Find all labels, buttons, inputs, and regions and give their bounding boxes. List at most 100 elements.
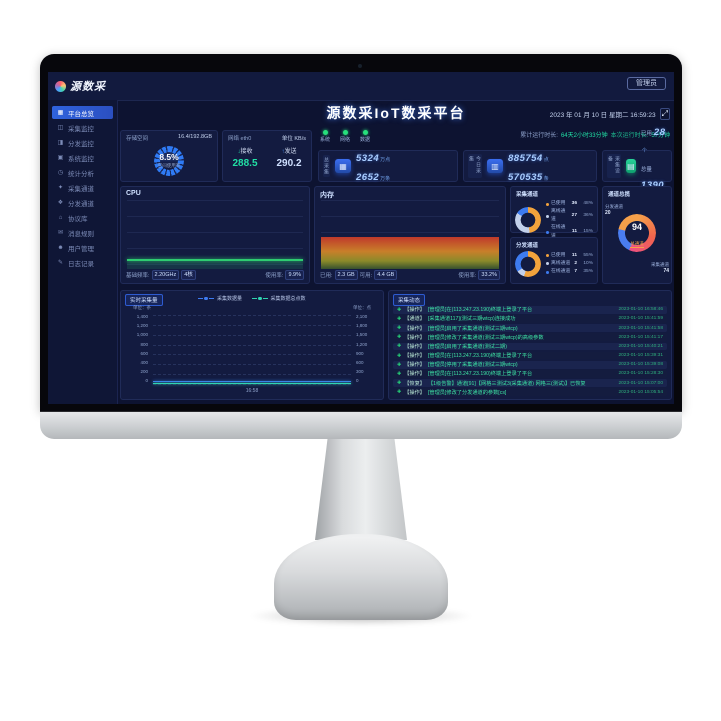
total-collect-tag: 总采集 (323, 155, 330, 177)
plus-icon: ✚ (397, 380, 402, 387)
recv-value: 288.5 (232, 158, 258, 169)
plus-icon: ✚ (397, 370, 402, 377)
sidebar-item-label: 采集监控 (68, 125, 94, 133)
protocol-lib-icon: ⌂ (58, 214, 63, 221)
cpu-cores-chip: 4核 (181, 269, 196, 280)
sidebar-item-label: 分发监控 (68, 140, 94, 148)
datetime-wrap: 2023 年 01 月 10 日 星期二 16:59:23 ⤢ (550, 108, 670, 120)
status-dot-network: 网络 (340, 130, 350, 143)
dispatch-donut (515, 251, 541, 277)
plus-icon: ✚ (397, 352, 402, 359)
sidebar-item-log-record[interactable]: ✎ 日志记录 (52, 256, 113, 269)
status-dot-data: 数据 (360, 130, 370, 143)
sidebar-item-dispatch-channel[interactable]: ❖ 分发通道 (52, 196, 113, 209)
dispatch-channels-panel: 分发通道 已使用 11 55% 离线通道 2 10% 在线通道 7 35% (510, 237, 598, 284)
monitor-stand-neck (315, 436, 407, 540)
overview-icon: ▦ (57, 110, 64, 116)
collect-channels-panel: 采集通道 已使用 36 48% 离线通道 27 36% 在线通道 11 15% (510, 186, 598, 239)
log-record-icon: ✎ (57, 260, 64, 266)
up-arrow-icon: ↑ (281, 149, 285, 155)
screen: 源数采 管理员 ▦ 平台总览 ◫ 采集监控 ◨ 分发监控 ▣ 系统监控 ◷ 统计… (48, 72, 674, 404)
plus-icon: ✚ (397, 325, 402, 332)
message-rule-icon: ✉ (57, 230, 64, 236)
network-card: 网络 eth0 单位 KB/s ↓接收 288.5 ↑发送 290.2 (222, 130, 312, 182)
sidebar-item-label: 用户管理 (68, 245, 94, 253)
fullscreen-icon[interactable]: ⤢ (659, 108, 670, 120)
sidebar-item-label: 协议库 (68, 215, 88, 223)
today-collect-tag: 今日采集 (468, 154, 482, 178)
sidebar-item-overview[interactable]: ▦ 平台总览 (52, 106, 113, 119)
cpu-chart (127, 200, 303, 269)
page-title: 源数采IoT数采平台 (326, 105, 466, 121)
monitor-chin (40, 411, 682, 439)
mem-usage-chip: 33.2% (478, 269, 500, 280)
app-topbar: 源数采 管理员 (48, 72, 674, 101)
sidebar-item-collect-channel[interactable]: ✦ 采集通道 (52, 181, 113, 194)
send-value: 290.2 (276, 158, 302, 169)
log-row[interactable]: ✚ 【操作】 [管理员]在(113.247.23.190)终端上登录了平台 20… (393, 370, 667, 378)
cpu-usage-chip: 9.9% (285, 269, 304, 280)
log-row[interactable]: ✚ 【通道】 [采集通道117](测试三期wtcp)连接成功 2023-01-1… (393, 315, 667, 323)
legend-item[interactable]: 采集数据量 (198, 295, 242, 302)
devices-total: 1390 (641, 180, 664, 191)
storage-capacity: 16.4/192.8GB (178, 134, 212, 140)
sidebar-item-user-mgmt[interactable]: ☻ 用户管理 (52, 241, 113, 254)
log-row[interactable]: ✚ 【操作】 [管理员]停用了采集通道(测试三期wtcp) 2023-01-10… (393, 360, 667, 369)
sidebar-item-label: 采集通道 (68, 185, 94, 193)
log-row[interactable]: ✚ 【操作】 [管理员]启用了采集通道(测试三期wtcp) 2023-01-10… (393, 324, 667, 332)
system-monitor-icon: ▣ (57, 155, 64, 161)
dispatch-callout: 分发通道 20 (605, 204, 623, 216)
plus-icon: ✚ (397, 334, 402, 341)
sidebar-item-dispatch-monitor[interactable]: ◨ 分发监控 (52, 136, 113, 149)
channel-total-title: 通道总揽 (608, 192, 631, 198)
rt-axis-left: 1,400 1,200 1,000 800 600 400 200 0 (136, 314, 148, 384)
uptime-row: 累计运行时长: 64天2小时33分钟 本次运行时长: 57分钟 (520, 130, 670, 139)
sidebar-item-system-monitor[interactable]: ▣ 系统监控 (52, 151, 113, 164)
main-content: 源数采IoT数采平台 2023 年 01 月 10 日 星期二 16:59:23… (120, 100, 672, 404)
sidebar-item-protocol-lib[interactable]: ⌂ 协议库 (52, 211, 113, 224)
sidebar-item-label: 平台总览 (68, 110, 94, 118)
dispatch-monitor-icon: ◨ (57, 140, 64, 146)
rt-legend: 采集数据量 采集数据总点数 (121, 295, 383, 302)
legend-dot-icon (546, 202, 549, 206)
realtime-title: 实时采集量 (125, 294, 163, 306)
collect-legend: 已使用 36 48% 离线通道 27 36% 在线通道 11 15% (546, 200, 593, 241)
user-button[interactable]: 管理员 (627, 77, 666, 90)
log-row[interactable]: ✚ 【操作】 [管理员]修改了分发通道的参数[cs] 2023-01-10 15… (393, 388, 667, 397)
log-row[interactable]: ✚ 【操作】 [管理员]修改了采集通道(测试三期wtcp)的高级参数 2023-… (393, 333, 667, 342)
plus-icon: ✚ (397, 306, 402, 313)
logo-icon (55, 80, 66, 92)
plus-icon: ✚ (397, 389, 402, 396)
webcam-dot (358, 64, 362, 68)
uptime-total-label: 累计运行时长: (520, 133, 558, 139)
x-axis-tick: 16:58 (245, 388, 259, 394)
series-line-teal (153, 382, 351, 384)
dispatch-channels-title: 分发通道 (516, 243, 539, 249)
storage-percent: 8.5% (159, 152, 179, 162)
sidebar-item-collect-monitor[interactable]: ◫ 采集监控 (52, 121, 113, 134)
rt-axis-left-wrap: 单位：条 1,400 1,200 1,000 800 600 400 200 0 (125, 305, 151, 396)
logs-panel: 采集动态 ✚ 【操作】 [管理员]在(113.247.23.190)终端上登录了… (388, 290, 672, 400)
log-row[interactable]: ✚ 【操作】 [管理员]在(113.247.23.190)终端上登录了平台 20… (393, 351, 667, 360)
sidebar-item-message-rule[interactable]: ✉ 消息规则 (52, 226, 113, 239)
legend-dot-icon (546, 231, 549, 235)
log-list: ✚ 【操作】 [管理员]在(113.247.23.190)终端上登录了平台 20… (393, 306, 667, 397)
rt-axis-right-wrap: 单位：点 2,100 1,800 1,500 1,200 900 600 300 0 (353, 305, 379, 396)
sidebar-item-stats-analysis[interactable]: ◷ 统计分析 (52, 166, 113, 179)
log-row[interactable]: ✚ 【操作】 [管理员]启用了采集通道(测试二期) 2023-01-10 15:… (393, 342, 667, 351)
sidebar-item-label: 日志记录 (68, 260, 94, 268)
left-axis-unit: 单位：条 (133, 305, 151, 310)
status-dots: 系统 网络 数据 (320, 130, 370, 143)
legend-item[interactable]: 采集数据总点数 (252, 295, 306, 302)
log-row[interactable]: ✚ 【恢复】 【1级告警】通道[91]【网格三测试3(采集通道) 网格三(测试)… (393, 379, 667, 387)
mem-used-chip: 2.3 GB (334, 269, 358, 280)
legend-dot-icon (546, 214, 549, 218)
app-logo: 源数采 (55, 78, 106, 94)
uptime-session-value: 57分钟 (651, 133, 670, 139)
mem-avail-chip: 4.4 GB (374, 269, 398, 280)
legend-dot-icon (546, 262, 549, 266)
green-dot-icon (362, 130, 368, 135)
log-row[interactable]: ✚ 【操作】 [管理员]在(113.247.23.190)终端上登录了平台 20… (393, 306, 667, 314)
collect-channel-icon: ✦ (57, 185, 64, 191)
today-points: 885754 (508, 152, 543, 164)
